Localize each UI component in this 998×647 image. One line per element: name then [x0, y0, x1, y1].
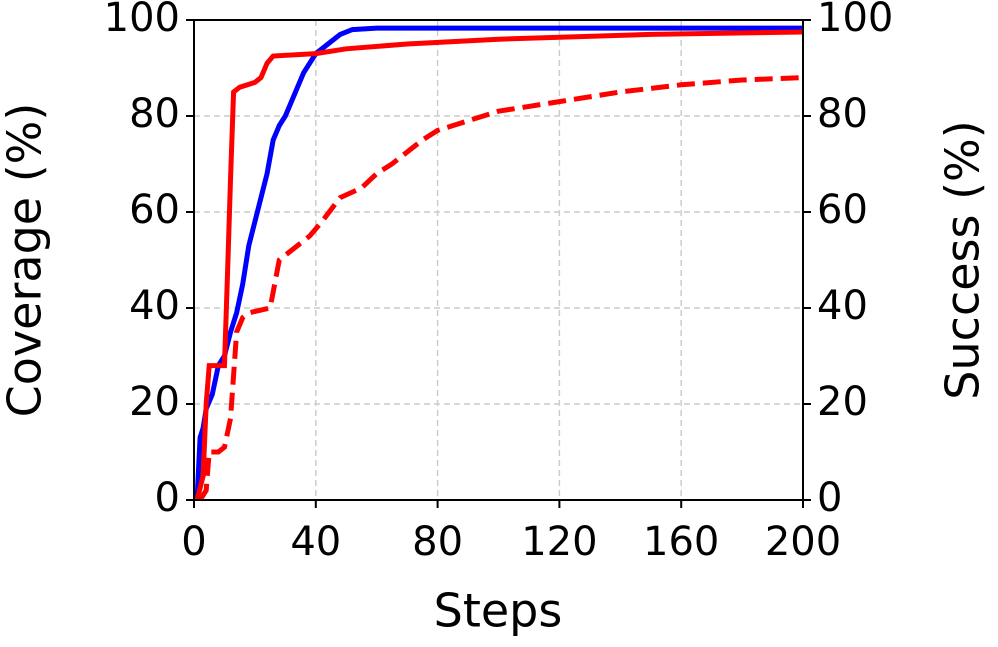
x-axis-label: Steps: [434, 584, 563, 638]
y2-axis-label: Success (%): [936, 120, 990, 399]
series-line: [194, 29, 804, 501]
series-line: [197, 75, 804, 502]
y-tick-label: 20: [129, 379, 180, 425]
x-tick-label: 80: [412, 519, 463, 565]
y2-tick-label: 80: [817, 91, 868, 137]
y-tick-label: 60: [129, 187, 180, 233]
y2-tick-label: 20: [817, 379, 868, 425]
series-line: [194, 25, 803, 501]
x-tick-label: 200: [765, 519, 841, 565]
x-tick-label: 0: [181, 519, 206, 565]
y-axis-label: Coverage (%): [0, 103, 52, 418]
y-tick-label: 80: [129, 91, 180, 137]
x-tick-label: 160: [643, 519, 719, 565]
y2-tick-label: 60: [817, 187, 868, 233]
x-tick-label: 40: [290, 519, 341, 565]
y2-tick-label: 100: [817, 0, 893, 41]
y-tick-label: 40: [129, 283, 180, 329]
plot-frame: [193, 19, 804, 501]
y-tick-label: 0: [155, 475, 180, 521]
y-tick-label: 100: [104, 0, 180, 41]
y2-tick-label: 40: [817, 283, 868, 329]
y2-tick-label: 0: [817, 475, 842, 521]
x-tick-label: 120: [521, 519, 597, 565]
